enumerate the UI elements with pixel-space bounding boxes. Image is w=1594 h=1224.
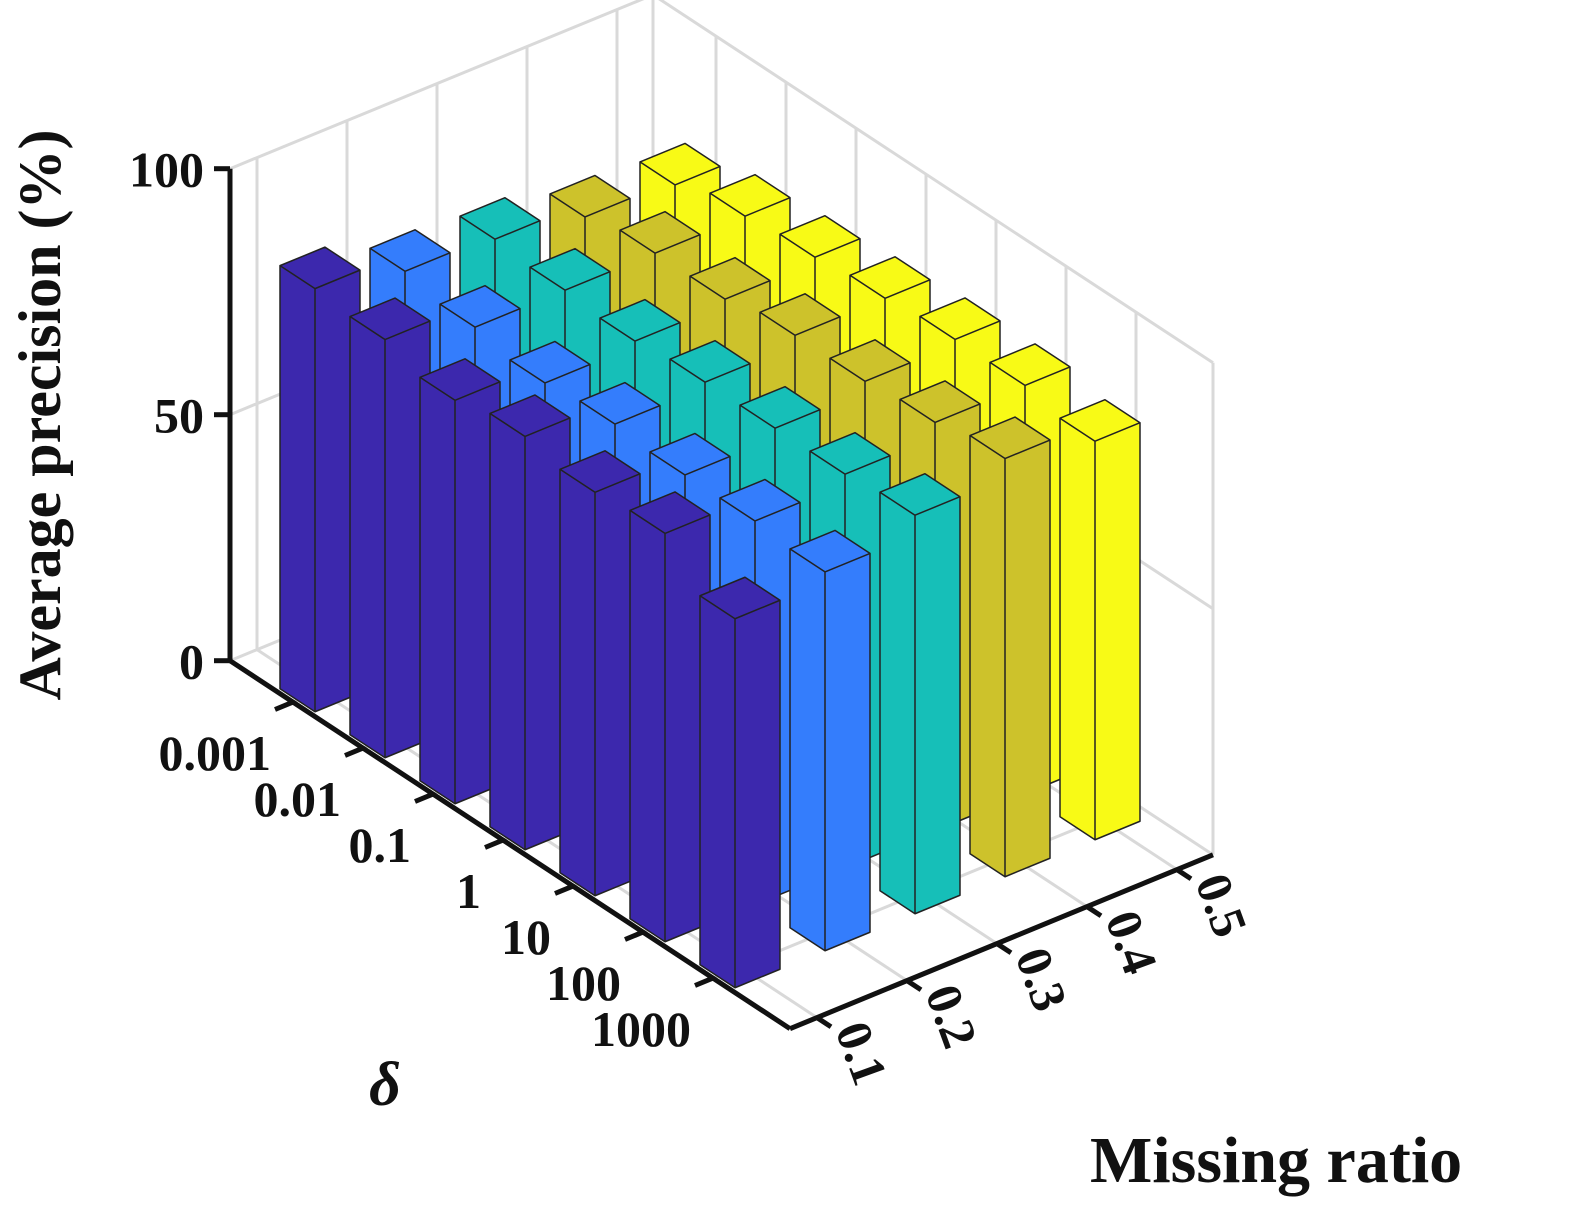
y-tick-label: 0.5	[1185, 866, 1259, 944]
bar	[559, 450, 641, 897]
z-tick-label: 100	[129, 142, 204, 198]
bar	[969, 416, 1051, 878]
bar	[349, 297, 431, 759]
x-tick-label: 0.001	[159, 725, 272, 781]
y-axis-label: Missing ratio	[1090, 1124, 1462, 1197]
z-axis-label: Average precision (%)	[7, 130, 73, 701]
bar	[879, 472, 961, 915]
y-tick-label: 0.1	[825, 1014, 899, 1092]
x-tick	[344, 745, 364, 758]
grid-line	[658, 0, 1214, 365]
y-axis	[789, 852, 1214, 1032]
x-tick-label: 100	[546, 955, 621, 1011]
bar	[1059, 398, 1141, 841]
x-tick-label: 0.1	[349, 817, 412, 873]
y-tick-label: 0.2	[915, 977, 989, 1055]
bar	[789, 529, 871, 952]
y-tick	[995, 941, 1013, 955]
x-tick	[274, 699, 294, 712]
x-tick	[554, 883, 574, 896]
y-tick-label: 0.3	[1005, 940, 1079, 1018]
x-axis	[228, 658, 792, 1031]
x-axis-label: δ	[369, 1051, 401, 1119]
x-tick	[624, 929, 644, 942]
y-tick	[905, 978, 923, 992]
z-tick-label: 50	[154, 388, 204, 444]
z-tick-label: 0	[179, 634, 204, 690]
x-tick	[694, 975, 714, 988]
y-tick	[815, 1015, 833, 1029]
grid-line	[229, 0, 645, 171]
y-tick	[1085, 904, 1103, 918]
x-tick	[484, 837, 504, 850]
bar	[489, 394, 571, 851]
x-tick-label: 1000	[591, 1001, 691, 1057]
x-tick-label: 0.01	[254, 771, 342, 827]
x-tick-label: 1	[456, 863, 481, 919]
bar	[419, 358, 501, 805]
bar	[699, 576, 781, 989]
bar	[629, 491, 711, 943]
x-tick-label: 10	[501, 909, 551, 965]
bar	[279, 246, 361, 713]
y-tick-label: 0.4	[1095, 903, 1169, 981]
y-tick	[1175, 867, 1193, 881]
x-tick	[414, 791, 434, 804]
